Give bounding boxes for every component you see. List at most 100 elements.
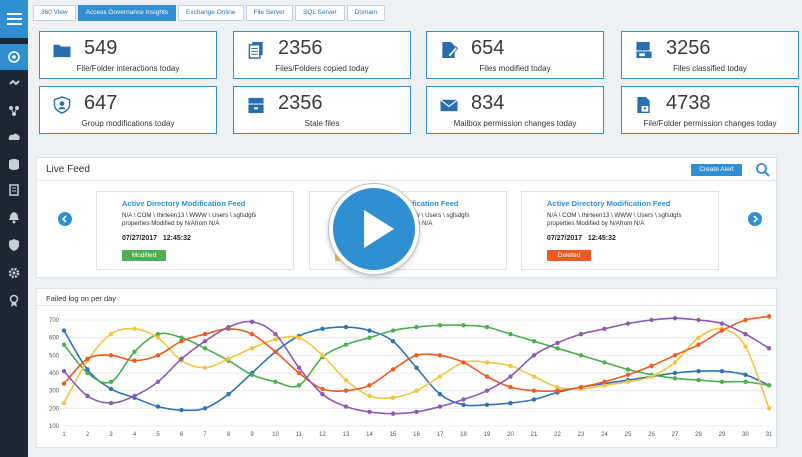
data-point[interactable]	[202, 406, 208, 411]
tab-domain[interactable]: Domain	[346, 5, 386, 21]
feed-card[interactable]: Active Directory Modification Feed N/A \ …	[521, 191, 719, 270]
link-icon[interactable]	[0, 70, 28, 96]
data-point[interactable]	[625, 379, 631, 385]
data-point[interactable]	[367, 409, 372, 415]
shield-icon[interactable]	[0, 232, 28, 258]
data-point[interactable]	[155, 331, 161, 337]
data-point[interactable]	[132, 393, 137, 399]
data-point[interactable]	[578, 384, 584, 390]
stat-card[interactable]: 549 File/Folder interactions today	[39, 31, 217, 79]
data-point[interactable]	[367, 335, 372, 340]
play-video-button[interactable]	[329, 184, 419, 274]
data-point[interactable]	[343, 324, 349, 330]
data-point[interactable]	[155, 404, 161, 409]
data-point[interactable]	[696, 342, 701, 347]
data-point[interactable]	[296, 383, 302, 388]
data-point[interactable]	[85, 367, 90, 372]
stat-card[interactable]: 647 Group modifications today	[39, 86, 217, 134]
data-point[interactable]	[414, 388, 419, 393]
data-point[interactable]	[672, 353, 678, 358]
data-point[interactable]	[531, 353, 537, 358]
data-point[interactable]	[414, 409, 419, 415]
data-point[interactable]	[461, 402, 466, 407]
data-point[interactable]	[202, 331, 208, 337]
data-point[interactable]	[602, 379, 607, 385]
data-point[interactable]	[625, 321, 631, 326]
data-point[interactable]	[719, 328, 725, 333]
data-point[interactable]	[367, 383, 372, 388]
data-point[interactable]	[696, 335, 701, 340]
data-point[interactable]	[390, 367, 396, 372]
data-point[interactable]	[531, 374, 537, 379]
data-point[interactable]	[249, 331, 255, 337]
data-point[interactable]	[273, 379, 278, 385]
dashboard-icon[interactable]	[0, 44, 28, 70]
data-point[interactable]	[508, 384, 513, 390]
data-point[interactable]	[226, 324, 231, 330]
data-point[interactable]	[108, 331, 114, 337]
previous-feed-button[interactable]	[58, 212, 72, 226]
data-point[interactable]	[226, 356, 231, 362]
data-point[interactable]	[649, 363, 654, 369]
data-point[interactable]	[555, 340, 560, 346]
create-alert-button[interactable]: Create Alert	[691, 164, 742, 176]
data-point[interactable]	[484, 374, 490, 379]
data-point[interactable]	[367, 393, 372, 399]
data-point[interactable]	[484, 324, 490, 330]
data-point[interactable]	[249, 319, 255, 324]
data-point[interactable]	[649, 317, 654, 323]
data-point[interactable]	[719, 369, 725, 374]
award-icon[interactable]	[0, 288, 28, 314]
data-point[interactable]	[320, 326, 325, 332]
data-point[interactable]	[766, 406, 772, 411]
data-point[interactable]	[719, 321, 725, 326]
data-point[interactable]	[273, 331, 278, 337]
data-point[interactable]	[437, 353, 443, 358]
data-point[interactable]	[85, 356, 90, 362]
stat-card[interactable]: 654 Files modified today	[426, 31, 604, 79]
data-point[interactable]	[672, 360, 678, 365]
data-point[interactable]	[602, 360, 607, 365]
data-point[interactable]	[414, 324, 419, 330]
report-icon[interactable]	[0, 177, 28, 203]
data-point[interactable]	[132, 358, 137, 363]
data-point[interactable]	[343, 342, 349, 347]
data-point[interactable]	[461, 360, 466, 365]
data-point[interactable]	[508, 363, 513, 369]
data-point[interactable]	[343, 404, 349, 409]
data-point[interactable]	[414, 353, 419, 358]
data-point[interactable]	[743, 317, 748, 323]
data-point[interactable]	[320, 353, 325, 358]
tab-exchange-online[interactable]: Exchange Online	[178, 5, 244, 21]
data-point[interactable]	[766, 383, 772, 388]
data-point[interactable]	[155, 335, 161, 340]
data-point[interactable]	[320, 392, 325, 397]
data-point[interactable]	[531, 388, 537, 393]
data-point[interactable]	[484, 388, 490, 393]
data-point[interactable]	[202, 365, 208, 370]
data-point[interactable]	[108, 400, 114, 406]
data-point[interactable]	[132, 326, 137, 332]
data-point[interactable]	[390, 339, 396, 344]
data-point[interactable]	[132, 349, 137, 354]
data-point[interactable]	[531, 397, 537, 402]
data-point[interactable]	[155, 353, 161, 358]
stat-card[interactable]: 834 Mailbox permission changes today	[426, 86, 604, 134]
data-point[interactable]	[625, 367, 631, 372]
data-point[interactable]	[273, 349, 278, 354]
data-point[interactable]	[320, 386, 325, 392]
tab-file-server[interactable]: File Server	[245, 5, 293, 21]
cloud-icon[interactable]	[0, 124, 28, 150]
data-point[interactable]	[390, 411, 396, 416]
data-point[interactable]	[672, 370, 678, 376]
data-point[interactable]	[202, 339, 208, 344]
stat-card[interactable]: 2356 Files/Folders copied today	[233, 31, 411, 79]
stat-card[interactable]: 3256 Files classified today	[621, 31, 799, 79]
data-point[interactable]	[696, 369, 701, 374]
data-point[interactable]	[85, 393, 90, 399]
data-point[interactable]	[743, 379, 748, 385]
data-point[interactable]	[743, 372, 748, 377]
data-point[interactable]	[367, 328, 372, 333]
data-point[interactable]	[437, 323, 443, 328]
data-point[interactable]	[696, 317, 701, 323]
